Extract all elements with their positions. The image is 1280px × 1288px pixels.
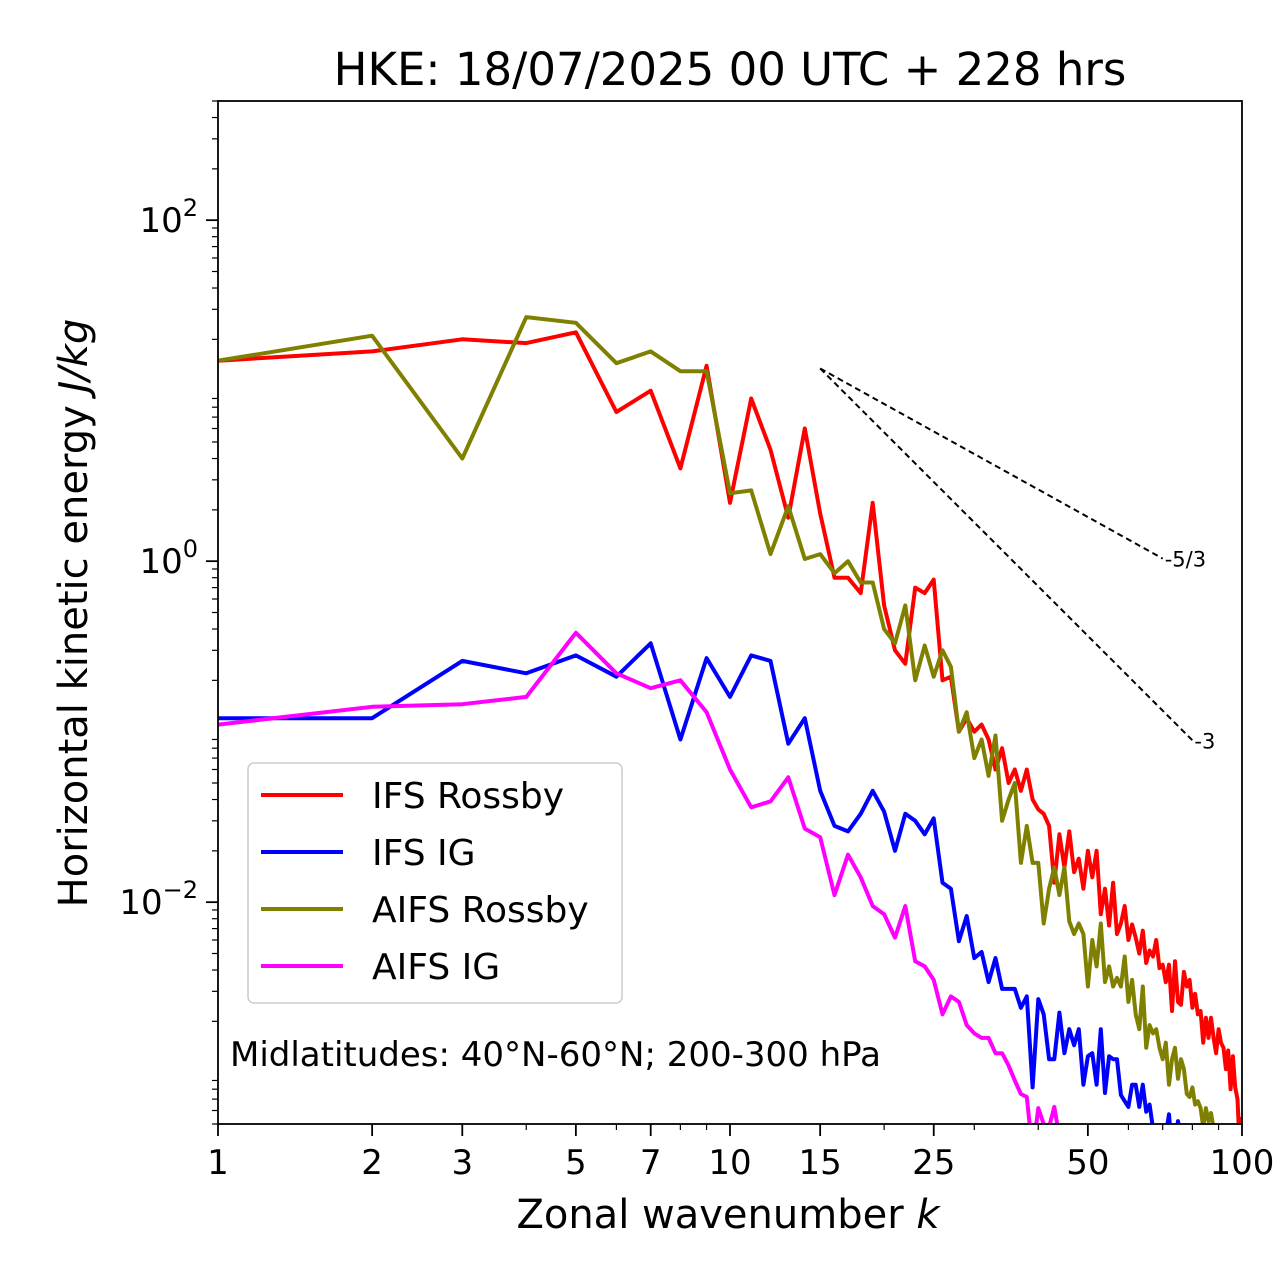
x-tick-label: 5 [565, 1143, 587, 1183]
x-tick-label: 100 [1210, 1143, 1275, 1183]
chart-title: HKE: 18/07/2025 00 UTC + 228 hrs [334, 43, 1127, 96]
reference-slope-layer: -5/3 -3 [819, 367, 1215, 753]
legend-label-aifs-ig: AIFS IG [372, 947, 500, 988]
x-tick-label: 15 [799, 1143, 842, 1183]
x-tick-label: 25 [912, 1143, 955, 1183]
series-line-ifs-rossby [218, 330, 1242, 1124]
series-line-aifs-ig [218, 630, 1060, 1124]
plot-frame [217, 100, 1243, 1125]
reference-slope-line-2 [819, 367, 1194, 742]
x-tick-label: 50 [1066, 1143, 1109, 1183]
x-axis-label: Zonal wavenumber k [516, 1192, 941, 1238]
region-annotation: Midlatitudes: 40°N-60°N; 200-300 hPa [230, 1035, 881, 1075]
series-layer [218, 315, 1242, 1124]
reference-slope-line-1 [819, 367, 1164, 560]
x-tick-label: 7 [640, 1143, 662, 1183]
reference-slope-label-2: -3 [1194, 729, 1215, 753]
axes: 1 2 3 5 7 10 15 25 50 100 10−2 100 102 [119, 100, 1275, 1183]
x-tick-label: 1 [207, 1143, 229, 1183]
legend-label-ifs-ig: IFS IG [372, 833, 476, 874]
x-tick-label: 2 [361, 1143, 383, 1183]
series-line-ifs-ig [218, 641, 1181, 1124]
x-tick-label: 3 [451, 1143, 473, 1183]
y-axis-label: Horizontal kinetic energy J/kg [51, 319, 97, 908]
y-tick-label: 10−2 [119, 876, 198, 923]
y-tick-label: 100 [139, 535, 198, 582]
y-tick-label: 102 [139, 194, 198, 241]
legend-label-ifs-rossby: IFS Rossby [372, 776, 564, 817]
legend-label-aifs-rossby: AIFS Rossby [372, 890, 589, 931]
legend-box [247, 762, 623, 1004]
legend: IFS Rossby IFS IG AIFS Rossby AIFS IG [247, 762, 623, 1004]
reference-slope-label-1: -5/3 [1165, 548, 1206, 572]
x-tick-label: 10 [708, 1143, 751, 1183]
series-line-aifs-rossby [218, 315, 1215, 1124]
